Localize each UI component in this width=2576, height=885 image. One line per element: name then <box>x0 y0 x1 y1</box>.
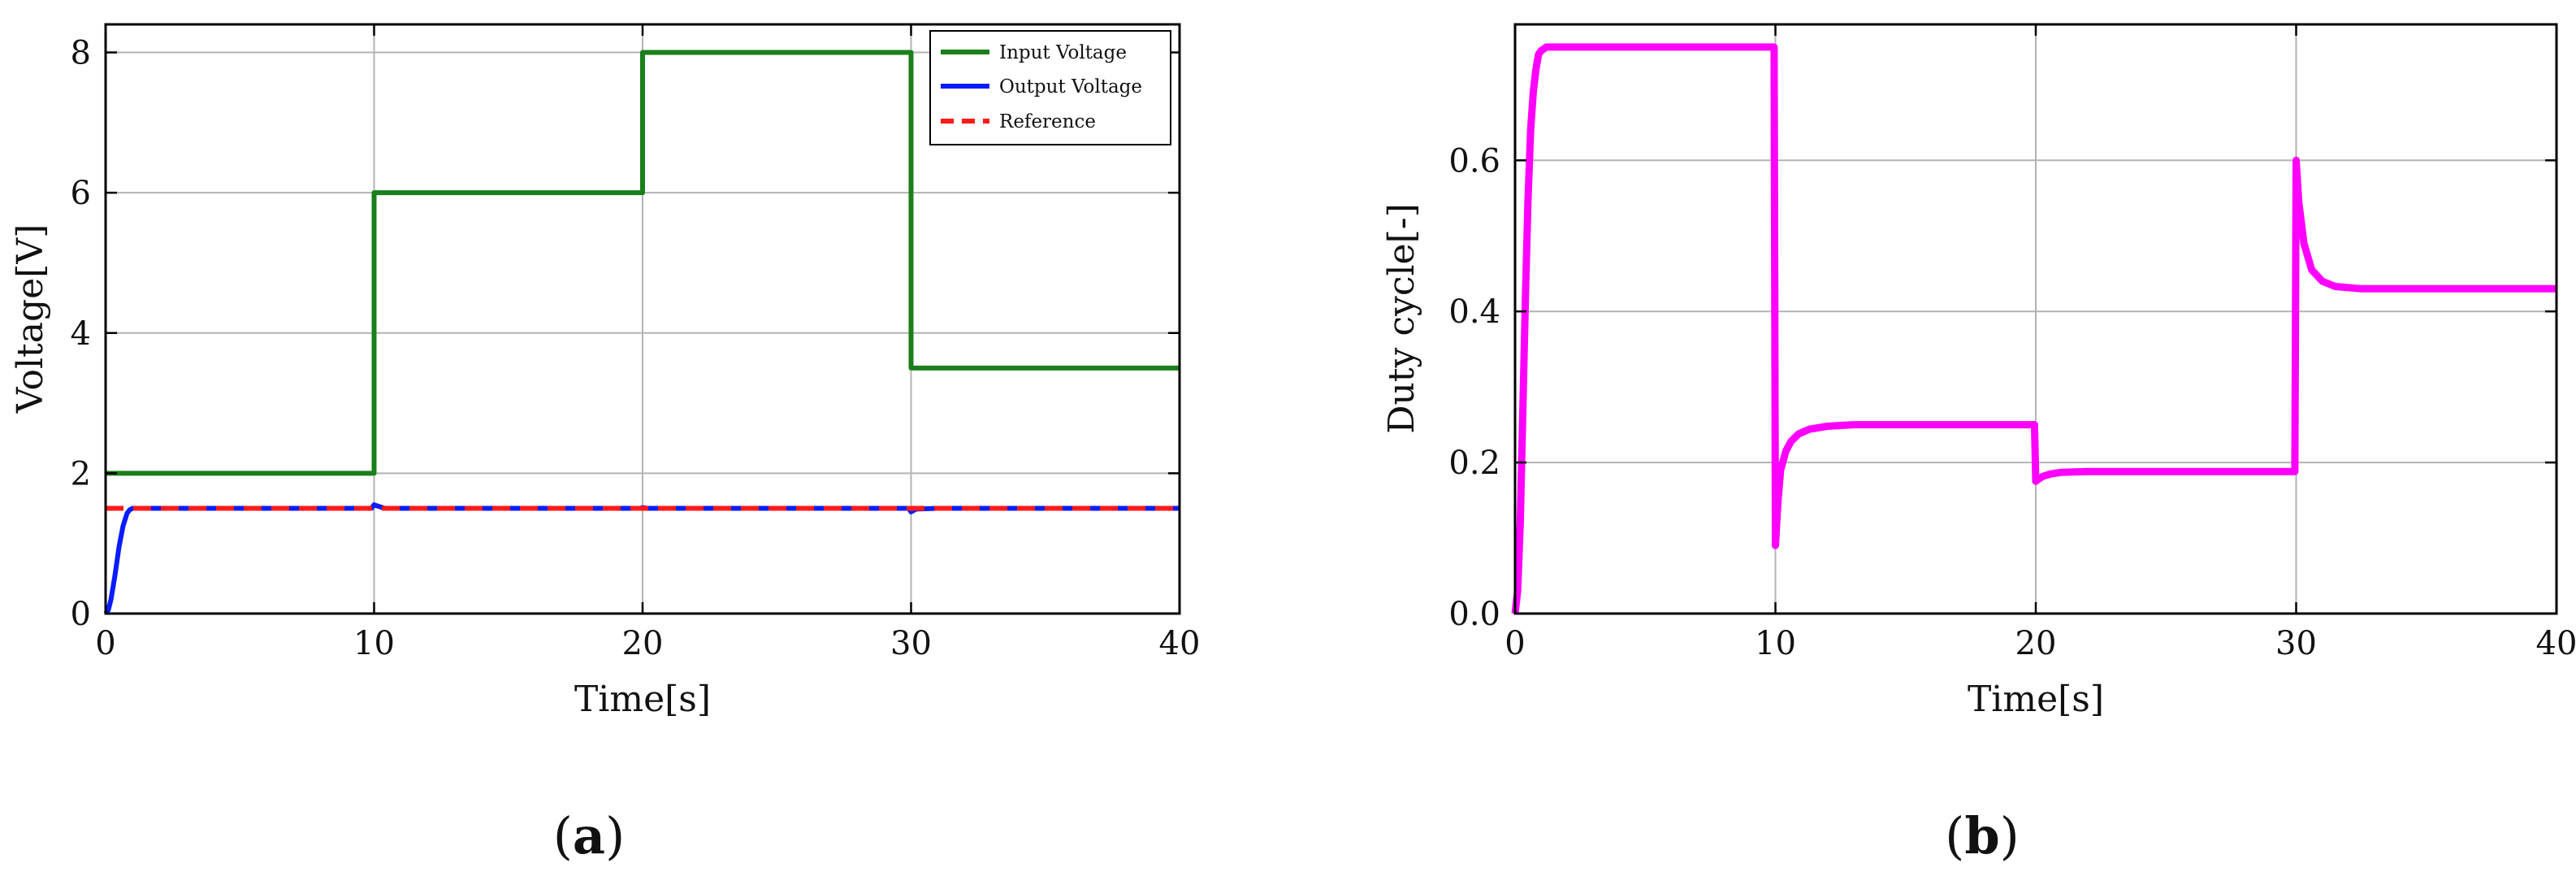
chart-a-xtick-label-1: 10 <box>353 625 395 662</box>
chart-b-xlabel: Time[s] <box>1968 679 2104 720</box>
chart-a-ytick-label-2: 4 <box>71 315 91 353</box>
chart-a-ytick-label-0: 0 <box>71 596 91 633</box>
chart-a-legend: Input Voltage Output Voltage Reference <box>929 30 1171 145</box>
chart-a: 0 10 20 30 40 0 2 4 6 8 Time[s] Voltage[V] Input … <box>10 23 1201 720</box>
chart-b-grid <box>1515 24 2557 614</box>
chart-b-xtick-label-2: 20 <box>2015 625 2057 662</box>
chart-b-xtick-label-0: 0 <box>1504 625 1525 662</box>
chart-a-series-input-voltage <box>106 50 1180 476</box>
chart-a-lines <box>103 50 1180 615</box>
chart-a-ytick-label-4: 8 <box>71 35 91 72</box>
chart-b-ylabel: Duty cycle[-] <box>1381 203 1422 434</box>
chart-b-ticks: 0 10 20 30 40 0.0 0.2 0.4 0.6 <box>1448 24 2576 662</box>
chart-b-ytick-label-3: 0.6 <box>1448 142 1500 180</box>
panel-label-a: (a) <box>553 806 626 865</box>
legend-label-input-voltage: Input Voltage <box>999 42 1127 63</box>
chart-b-ytick-label-0: 0.0 <box>1448 596 1500 633</box>
chart-a-xlabel: Time[s] <box>574 679 711 720</box>
chart-b-ytick-label-2: 0.4 <box>1448 293 1500 331</box>
chart-a-ytick-label-1: 2 <box>71 455 91 492</box>
chart-b-lines <box>1511 43 2557 614</box>
chart-b-xtick-label-1: 10 <box>1755 625 1796 662</box>
chart-b-series-0 <box>1511 43 2557 614</box>
chart-a-xtick-label-2: 20 <box>622 625 664 662</box>
chart-a-ytick-label-3: 6 <box>71 175 91 212</box>
legend-label-reference: Reference <box>999 111 1096 132</box>
panel-letter-a: a <box>573 806 605 865</box>
panel-label-b: (b) <box>1945 806 2020 865</box>
chart-b-xtick-label-3: 30 <box>2275 625 2317 662</box>
chart-a-ticks: 0 10 20 30 40 0 2 4 6 8 <box>71 24 1201 662</box>
chart-a-xtick-label-4: 40 <box>1159 625 1201 662</box>
chart-a-ylabel: Voltage[V] <box>10 224 51 414</box>
chart-a-xtick-label-3: 30 <box>890 625 932 662</box>
legend-label-output-voltage: Output Voltage <box>999 76 1142 98</box>
chart-b-ytick-label-1: 0.2 <box>1448 445 1500 482</box>
chart-a-xtick-label-0: 0 <box>95 625 115 662</box>
chart-b: 0 10 20 30 40 0.0 0.2 0.4 0.6 Time[s] Duty cycle… <box>1381 23 2576 720</box>
chart-b-xtick-label-4: 40 <box>2536 625 2576 662</box>
panel-letter-b: b <box>1964 806 1999 865</box>
